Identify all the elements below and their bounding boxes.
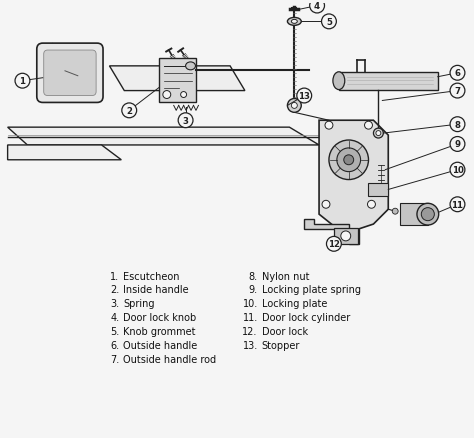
- Text: Outside handle: Outside handle: [123, 340, 198, 350]
- Circle shape: [365, 122, 373, 130]
- Text: 7.: 7.: [110, 354, 119, 364]
- Text: Spring: Spring: [123, 299, 155, 308]
- Ellipse shape: [292, 20, 297, 24]
- Circle shape: [322, 201, 330, 209]
- Text: 11: 11: [451, 200, 464, 209]
- Circle shape: [321, 15, 337, 30]
- Polygon shape: [339, 73, 438, 90]
- Text: Door lock knob: Door lock knob: [123, 312, 197, 322]
- Polygon shape: [319, 121, 388, 234]
- Circle shape: [337, 148, 361, 172]
- Polygon shape: [8, 145, 121, 160]
- Text: 2.: 2.: [110, 285, 119, 295]
- Circle shape: [376, 131, 381, 136]
- Polygon shape: [159, 59, 196, 103]
- Text: 2: 2: [126, 106, 132, 116]
- Polygon shape: [8, 128, 319, 145]
- Circle shape: [297, 89, 311, 104]
- Ellipse shape: [421, 208, 434, 221]
- Text: 1: 1: [19, 77, 26, 86]
- Text: 6.: 6.: [110, 340, 119, 350]
- Polygon shape: [400, 204, 428, 226]
- Polygon shape: [109, 67, 245, 92]
- Circle shape: [344, 155, 354, 166]
- Text: 3: 3: [182, 117, 189, 125]
- Circle shape: [450, 163, 465, 178]
- Circle shape: [341, 231, 351, 241]
- Polygon shape: [334, 229, 357, 244]
- Circle shape: [310, 0, 325, 14]
- Text: Inside handle: Inside handle: [123, 285, 189, 295]
- Circle shape: [450, 198, 465, 212]
- Text: Escutcheon: Escutcheon: [123, 271, 180, 281]
- Circle shape: [450, 137, 465, 152]
- Text: 11.: 11.: [243, 312, 258, 322]
- Text: 9.: 9.: [249, 285, 258, 295]
- Text: 6: 6: [455, 69, 460, 78]
- Text: Locking plate: Locking plate: [262, 299, 327, 308]
- Ellipse shape: [417, 204, 439, 226]
- FancyBboxPatch shape: [44, 51, 96, 96]
- Text: 9: 9: [455, 140, 460, 149]
- Circle shape: [287, 99, 301, 113]
- Ellipse shape: [287, 18, 301, 26]
- Circle shape: [374, 129, 383, 139]
- Text: Outside handle rod: Outside handle rod: [123, 354, 217, 364]
- Text: Knob grommet: Knob grommet: [123, 326, 196, 336]
- Circle shape: [325, 122, 333, 130]
- Text: 5.: 5.: [110, 326, 119, 336]
- Circle shape: [181, 92, 187, 98]
- Text: 7: 7: [455, 87, 461, 96]
- Circle shape: [450, 66, 465, 81]
- Text: 10.: 10.: [243, 299, 258, 308]
- Text: Nylon nut: Nylon nut: [262, 271, 309, 281]
- Circle shape: [327, 237, 341, 252]
- Text: 8.: 8.: [249, 271, 258, 281]
- Circle shape: [292, 103, 297, 109]
- Circle shape: [450, 117, 465, 132]
- Circle shape: [178, 113, 193, 128]
- Text: 3.: 3.: [110, 299, 119, 308]
- Text: Door lock: Door lock: [262, 326, 308, 336]
- Ellipse shape: [186, 63, 195, 71]
- Text: Stopper: Stopper: [262, 340, 300, 350]
- Circle shape: [392, 209, 398, 215]
- Circle shape: [450, 84, 465, 99]
- Text: 12: 12: [328, 240, 340, 249]
- Ellipse shape: [333, 73, 345, 90]
- Circle shape: [329, 141, 368, 180]
- Text: 4.: 4.: [110, 312, 119, 322]
- Polygon shape: [304, 219, 359, 244]
- Text: Door lock cylinder: Door lock cylinder: [262, 312, 350, 322]
- Circle shape: [367, 201, 375, 209]
- Text: 13: 13: [298, 92, 310, 101]
- Text: 1.: 1.: [110, 271, 119, 281]
- Circle shape: [15, 74, 30, 89]
- Circle shape: [163, 92, 171, 99]
- Text: 5: 5: [326, 18, 332, 27]
- Text: 4: 4: [314, 2, 320, 11]
- Circle shape: [122, 104, 137, 119]
- Polygon shape: [368, 183, 388, 197]
- Text: 13.: 13.: [243, 340, 258, 350]
- Text: 10: 10: [452, 166, 464, 175]
- Text: 8: 8: [455, 120, 460, 129]
- Text: 12.: 12.: [242, 326, 258, 336]
- FancyBboxPatch shape: [37, 44, 103, 103]
- Text: Locking plate spring: Locking plate spring: [262, 285, 361, 295]
